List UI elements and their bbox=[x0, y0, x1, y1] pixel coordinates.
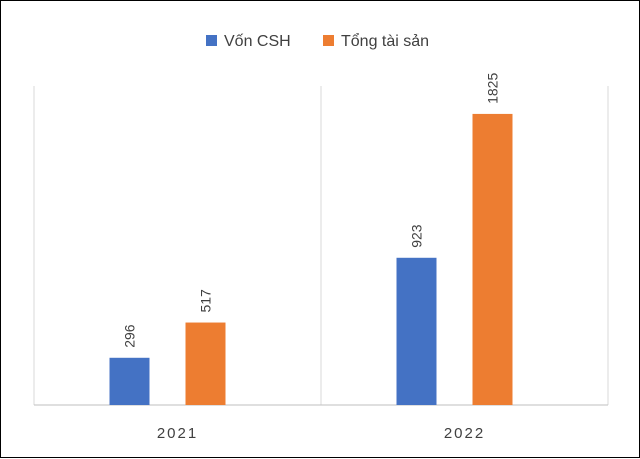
legend-swatch-series-1 bbox=[323, 35, 334, 46]
legend-label-series-1: Tổng tài sản bbox=[341, 32, 429, 50]
x-tick-label-2021: 2021 bbox=[157, 425, 198, 442]
bar-2022-series-1 bbox=[472, 113, 513, 405]
legend-label-series-0: Vốn CSH bbox=[224, 33, 291, 50]
bar-2021-series-1 bbox=[185, 322, 226, 405]
data-label-2022-series-0: 923 bbox=[409, 224, 425, 248]
bar-2021-series-0 bbox=[109, 357, 150, 405]
bar-2022-series-0 bbox=[396, 257, 437, 405]
plot-area: 296 517 2021 923 1825 2022 bbox=[33, 73, 609, 442]
data-label-2021-series-0: 296 bbox=[122, 324, 138, 348]
data-label-2022-series-1: 1825 bbox=[485, 73, 501, 104]
chart-legend: Vốn CSH Tổng tài sản bbox=[206, 32, 429, 50]
x-tick-label-2022: 2022 bbox=[444, 425, 485, 442]
data-label-2021-series-1: 517 bbox=[198, 289, 214, 313]
legend-swatch-series-0 bbox=[206, 35, 217, 46]
